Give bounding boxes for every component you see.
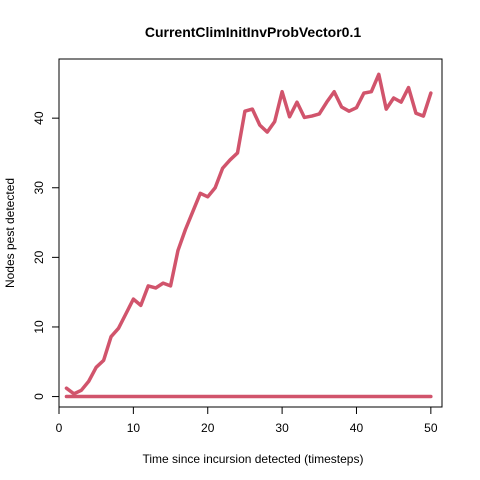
x-tick-label: 40	[350, 421, 364, 435]
y-axis: 0 10 20 30 40	[32, 111, 60, 400]
x-tick-label: 30	[275, 421, 289, 435]
y-tick-label: 30	[32, 181, 46, 195]
y-tick-label: 10	[32, 320, 46, 334]
y-tick-label: 40	[32, 111, 46, 125]
series-layer	[64, 72, 433, 399]
x-tick-label: 10	[127, 421, 141, 435]
series-line-1	[64, 72, 433, 396]
x-tick-label: 50	[424, 421, 438, 435]
x-tick-label: 0	[56, 421, 63, 435]
x-axis: 0 10 20 30 40 50	[56, 406, 438, 435]
x-axis-label: Time since incursion detected (timesteps…	[143, 452, 364, 466]
y-axis-label: Nodes pest detected	[3, 178, 17, 288]
x-tick-label: 20	[201, 421, 215, 435]
chart-title: CurrentClimInitInvProbVector0.1	[145, 24, 361, 40]
y-tick-label: 20	[32, 250, 46, 264]
y-tick-label: 0	[32, 393, 46, 400]
